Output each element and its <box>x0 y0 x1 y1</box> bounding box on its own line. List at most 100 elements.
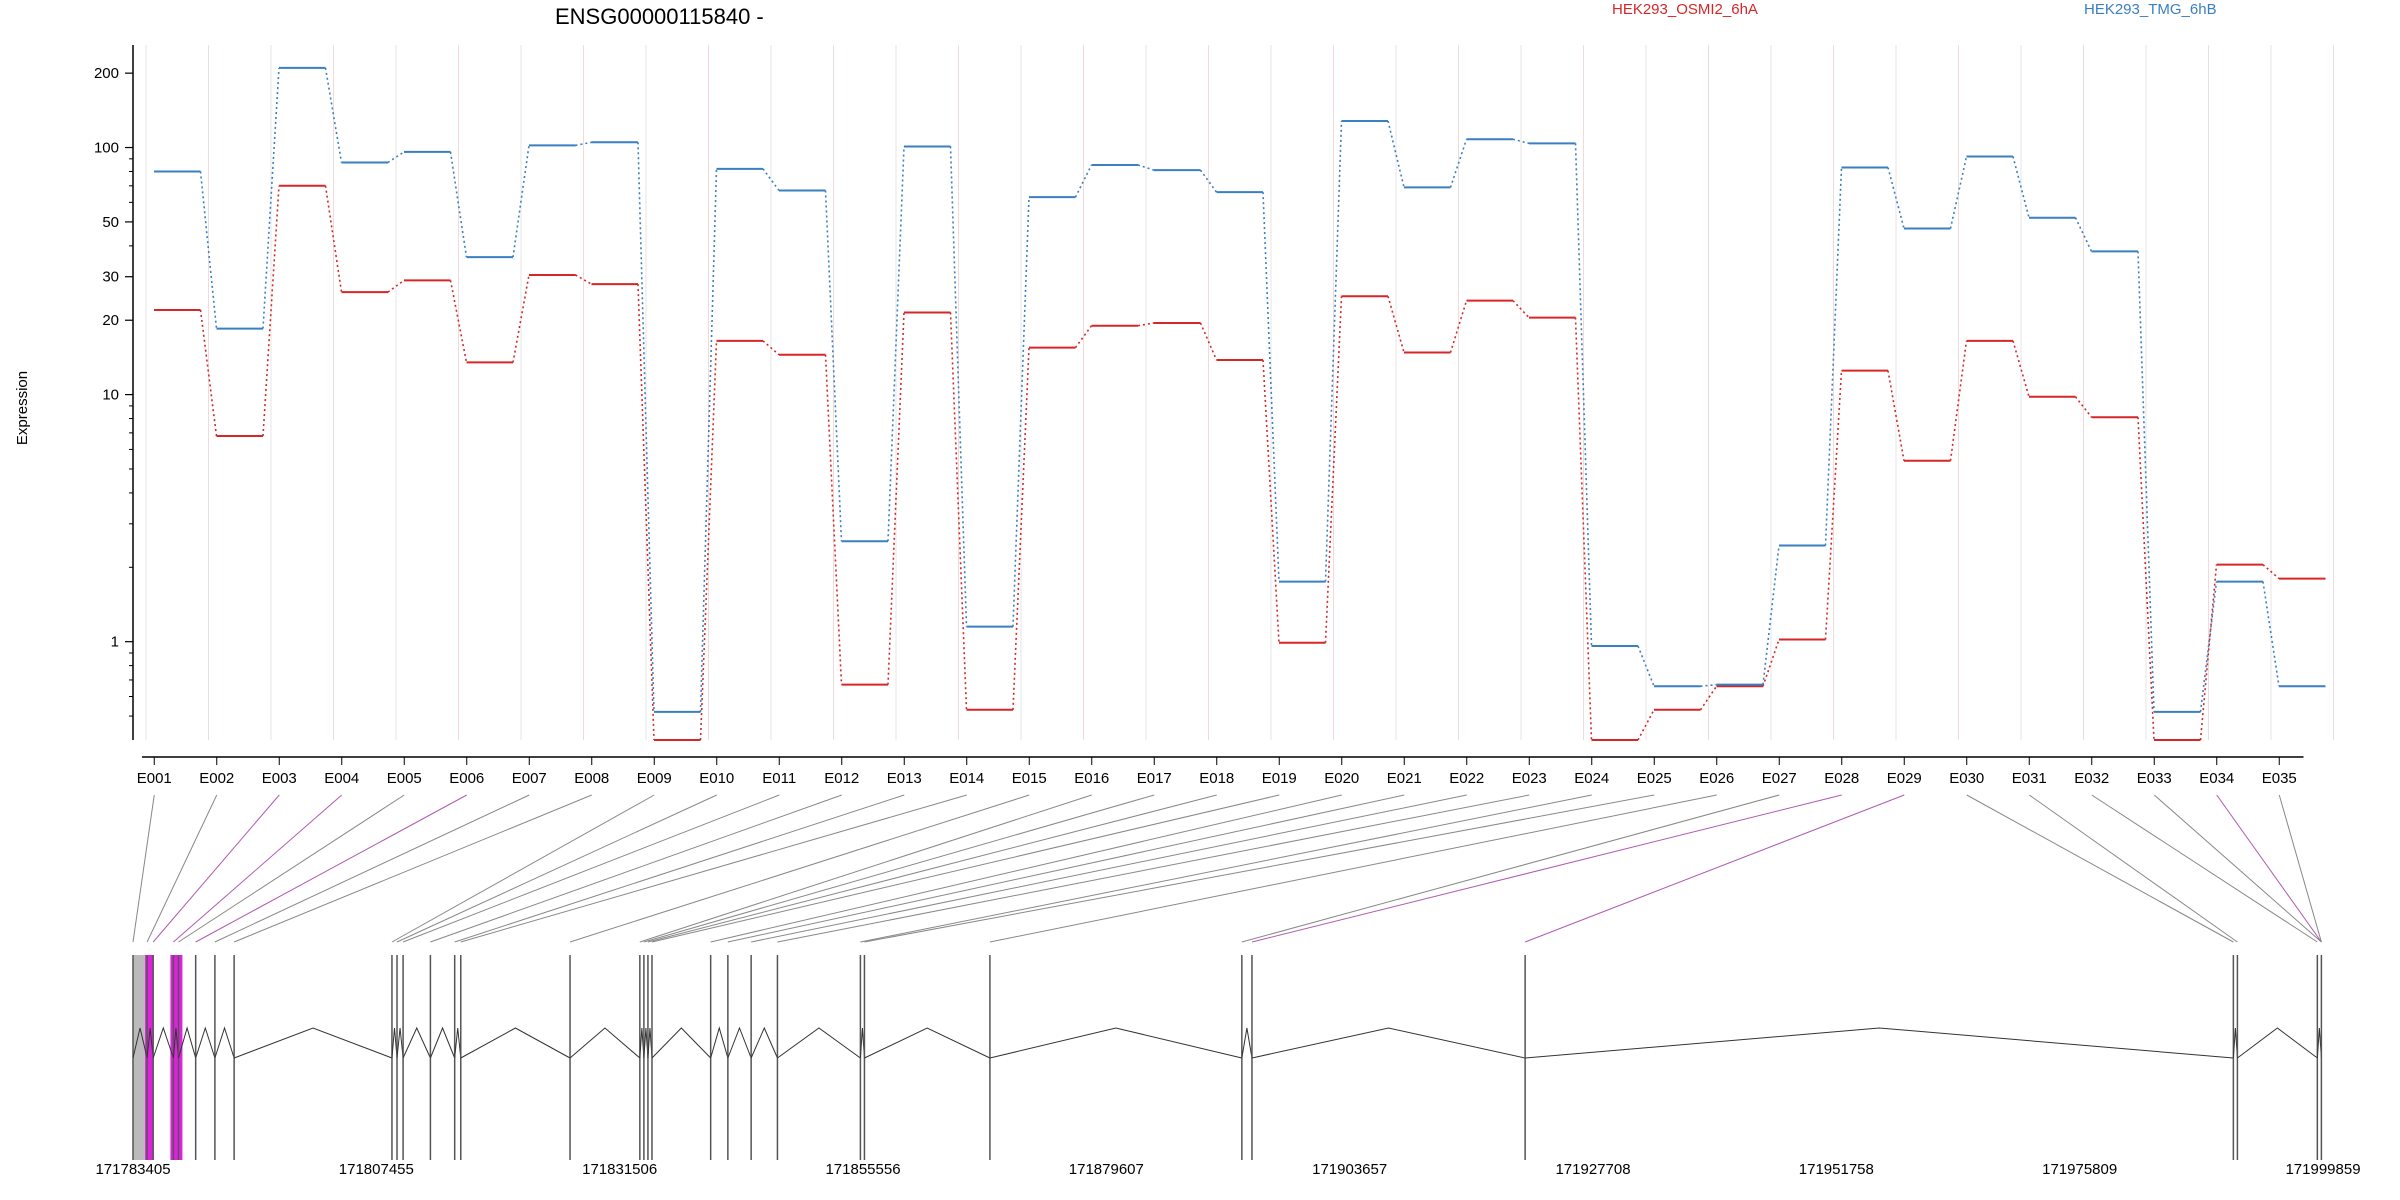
intron-line <box>569 1027 641 1059</box>
x-axis-ticks: E001 E002 E003 E004 E005 E006 E007 E008 E009 E010… <box>137 757 2297 787</box>
x-tick-label: E019 <box>1262 770 1297 787</box>
intron-line <box>391 1027 398 1059</box>
exon-connector <box>651 794 1280 943</box>
series <box>154 66 2326 741</box>
series-connector <box>1824 167 1843 546</box>
series-connector <box>887 312 905 685</box>
exon-connector <box>173 794 343 943</box>
series-connector <box>1637 645 1655 687</box>
intron-line <box>1525 1027 2234 1059</box>
exon-connector <box>454 794 905 943</box>
x-tick-label: E025 <box>1637 770 1672 787</box>
series-connector <box>949 312 968 710</box>
series-connector <box>2262 564 2280 580</box>
legend-entry-tmg: HEK293_TMG_6hB <box>2084 1 2217 18</box>
series-connector <box>199 309 218 437</box>
series-connector <box>1762 545 1780 685</box>
series-connector <box>762 340 780 356</box>
intron-line <box>777 1027 861 1059</box>
x-tick-label: E021 <box>1387 770 1422 787</box>
y-tick-label: 1 <box>111 634 119 651</box>
x-tick-label: E010 <box>699 770 734 787</box>
exon-connector <box>864 794 1655 943</box>
y-tick-label: 50 <box>102 214 119 231</box>
intron-line <box>710 1026 729 1059</box>
exon-connector <box>233 794 592 943</box>
exon-connector <box>569 794 1030 943</box>
series-connector <box>1449 300 1468 353</box>
exon-connector <box>430 794 842 943</box>
intron-line <box>195 1026 216 1059</box>
x-tick-label: E024 <box>1574 770 1609 787</box>
x-tick-label: E026 <box>1699 770 1734 787</box>
intron-line <box>2237 1027 2318 1059</box>
series-connector <box>1949 156 1968 229</box>
intron-line <box>864 1027 991 1059</box>
x-tick-label: E014 <box>949 770 984 787</box>
series-connector <box>575 274 592 285</box>
x-tick-label: E028 <box>1824 770 1859 787</box>
x-tick-label: E035 <box>2262 770 2297 787</box>
intron-line <box>214 1026 235 1059</box>
series-connector <box>2012 156 2030 218</box>
y-axis-label: Expression <box>14 371 31 445</box>
series-connector <box>1887 167 1905 229</box>
intron-line <box>429 1026 456 1059</box>
series-connector <box>637 284 655 741</box>
series-connector <box>324 67 343 163</box>
exon-connector <box>1524 794 1905 943</box>
series-connector <box>2199 581 2218 712</box>
intron-line <box>750 1026 778 1059</box>
exon-connector <box>860 794 1592 943</box>
series-connector <box>1387 120 1405 188</box>
exon-connectors <box>132 794 2322 943</box>
x-tick-label: E008 <box>574 770 609 787</box>
series-connector <box>1074 164 1093 198</box>
axes: 1 10 20 30 50 100 200 <box>94 45 2304 758</box>
x-tick-label: E009 <box>637 770 672 787</box>
x-tick-label: E003 <box>262 770 297 787</box>
gene-model <box>132 955 2323 1160</box>
y-tick-label: 200 <box>94 65 119 82</box>
intron-line <box>1251 1027 1526 1059</box>
series-connector <box>262 67 280 329</box>
exon-connector <box>2153 794 2322 943</box>
intron-line <box>454 1027 462 1059</box>
exon-connector <box>639 794 1092 943</box>
exon-box <box>133 955 148 1160</box>
coordinate-label: 171975809 <box>2042 1161 2117 1178</box>
series-connector <box>1637 709 1655 741</box>
exon-connector <box>1251 794 1842 943</box>
legend-entry-osmi2: HEK293_OSMI2_6hA <box>1612 1 1758 18</box>
series-connector <box>199 171 218 329</box>
series-connector <box>887 146 905 542</box>
series-connector <box>2137 417 2155 741</box>
x-tick-label: E017 <box>1137 770 1172 787</box>
series-connector <box>1012 197 1030 627</box>
intron-line <box>1241 1027 1253 1059</box>
x-tick-label: E022 <box>1449 770 1484 787</box>
y-tick-label: 30 <box>102 269 119 286</box>
exon-connector <box>1966 794 2234 943</box>
x-tick-label: E034 <box>2199 770 2234 787</box>
series-connector <box>2137 251 2155 712</box>
exon-connector <box>727 794 1405 943</box>
series-connector <box>512 145 530 258</box>
x-tick-label: E032 <box>2074 770 2109 787</box>
x-tick-label: E011 <box>762 770 796 787</box>
exon-connector <box>710 794 1342 943</box>
series-connector <box>387 151 405 164</box>
intron-line <box>651 1027 712 1059</box>
series-connector <box>2074 396 2093 418</box>
x-tick-label: E016 <box>1074 770 1109 787</box>
intron-line <box>152 1026 174 1059</box>
genomic-coordinates: 171783405 171807455 171831506 171855556 1718… <box>95 1161 2360 1178</box>
intron-line <box>146 1027 154 1059</box>
coordinate-label: 171927708 <box>1555 1161 1630 1178</box>
intron-line <box>177 1026 197 1059</box>
exon-connector <box>2028 794 2238 943</box>
x-tick-label: E002 <box>199 770 234 787</box>
series-connector <box>949 146 968 627</box>
series-connector <box>824 190 843 542</box>
series-connector <box>387 279 405 293</box>
